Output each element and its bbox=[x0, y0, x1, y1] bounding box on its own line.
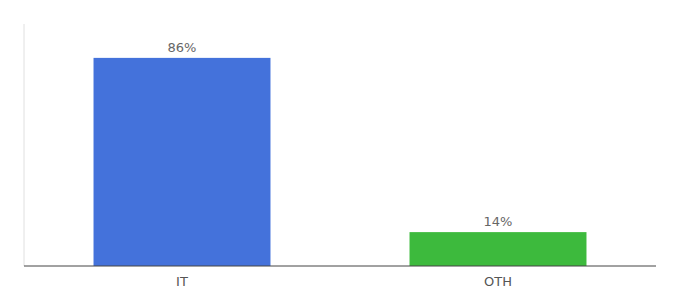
data-label: 14% bbox=[484, 214, 513, 229]
y-axis-line bbox=[24, 24, 25, 266]
chart-container: IT OTH 86% 14% bbox=[0, 0, 680, 300]
x-tick-label: IT bbox=[176, 274, 188, 289]
data-label: 86% bbox=[168, 40, 197, 55]
bar bbox=[410, 232, 587, 266]
x-axis-line bbox=[24, 266, 656, 267]
chart-svg: IT OTH 86% 14% bbox=[0, 0, 680, 300]
bar bbox=[94, 58, 271, 266]
bars bbox=[94, 58, 587, 266]
x-tick-label: OTH bbox=[484, 274, 512, 289]
